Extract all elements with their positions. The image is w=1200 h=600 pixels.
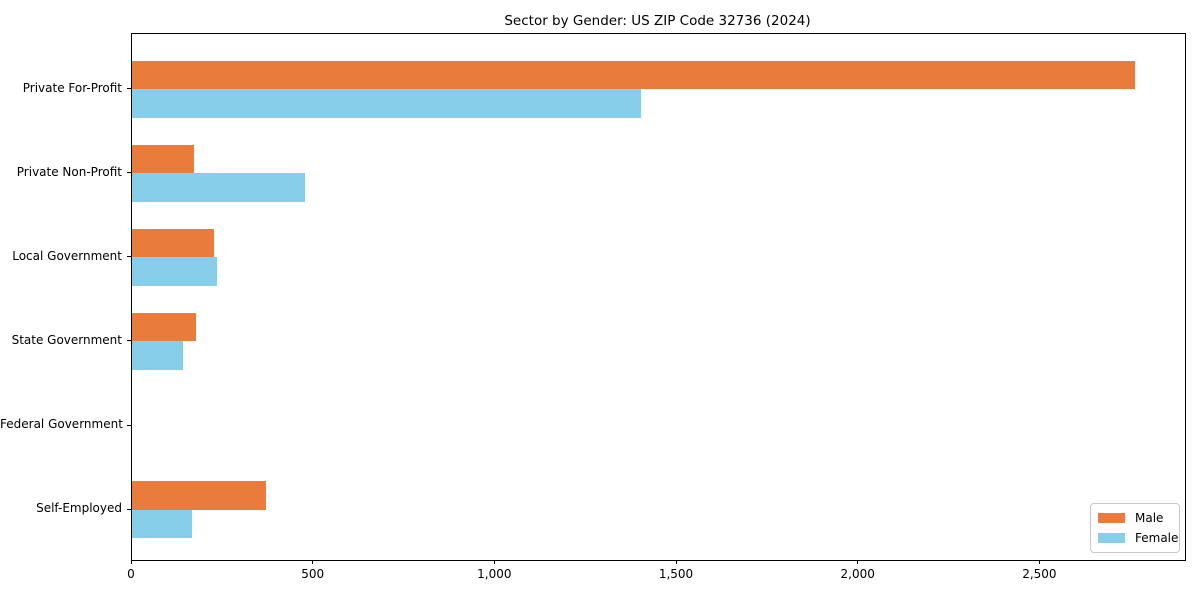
y-tick-mark xyxy=(127,340,131,342)
legend-swatch-female xyxy=(1098,533,1125,543)
y-tick-label-state-government: State Government xyxy=(11,332,122,347)
legend-swatch-male xyxy=(1098,513,1125,523)
legend-label-female: Female xyxy=(1135,531,1179,545)
y-tick-mark xyxy=(127,508,131,510)
x-tick-mark xyxy=(1038,560,1040,564)
y-tick-mark xyxy=(127,256,131,258)
plot-area xyxy=(131,33,1186,561)
x-tick-mark xyxy=(130,560,132,564)
x-tick-label-500: 500 xyxy=(301,567,325,581)
x-tick-mark xyxy=(312,560,314,564)
bar-female-private-for-profit xyxy=(132,89,641,118)
bar-male-private-non-profit xyxy=(132,144,194,174)
chart-title: Sector by Gender: US ZIP Code 32736 (202… xyxy=(504,13,811,29)
x-tick-label-1-500: 1,500 xyxy=(658,567,694,581)
y-tick-label-private-non-profit: Private Non-Profit xyxy=(16,164,122,179)
y-tick-mark xyxy=(127,172,131,174)
x-tick-label-0: 0 xyxy=(127,567,135,581)
y-tick-mark xyxy=(127,424,131,426)
y-tick-mark xyxy=(127,88,131,90)
y-tick-label-federal-government: Federal Government xyxy=(0,417,123,432)
bar-female-local-government xyxy=(132,257,218,286)
legend-item-female: Female xyxy=(1098,531,1179,545)
bar-male-state-government xyxy=(132,312,196,342)
x-tick-label-2-500: 2,500 xyxy=(1022,567,1057,581)
bar-male-self-employed xyxy=(132,481,267,510)
x-tick-label-2-000: 2,000 xyxy=(840,567,875,581)
y-tick-label-local-government: Local Government xyxy=(12,248,122,263)
bar-female-self-employed xyxy=(132,509,192,539)
bar-male-local-government xyxy=(132,228,214,258)
y-tick-label-private-for-profit: Private For-Profit xyxy=(22,80,122,95)
x-tick-mark xyxy=(675,560,677,564)
x-tick-mark xyxy=(857,560,859,564)
y-tick-label-self-employed: Self-Employed xyxy=(36,501,122,516)
bar-male-private-for-profit xyxy=(132,60,1135,90)
x-tick-mark xyxy=(493,560,495,564)
legend-item-male: Male xyxy=(1098,511,1179,525)
legend: Male Female xyxy=(1090,503,1180,553)
bar-female-state-government xyxy=(132,341,183,370)
legend-label-male: Male xyxy=(1135,511,1164,525)
x-tick-label-1-000: 1,000 xyxy=(477,567,512,581)
bar-female-private-non-profit xyxy=(132,173,305,202)
